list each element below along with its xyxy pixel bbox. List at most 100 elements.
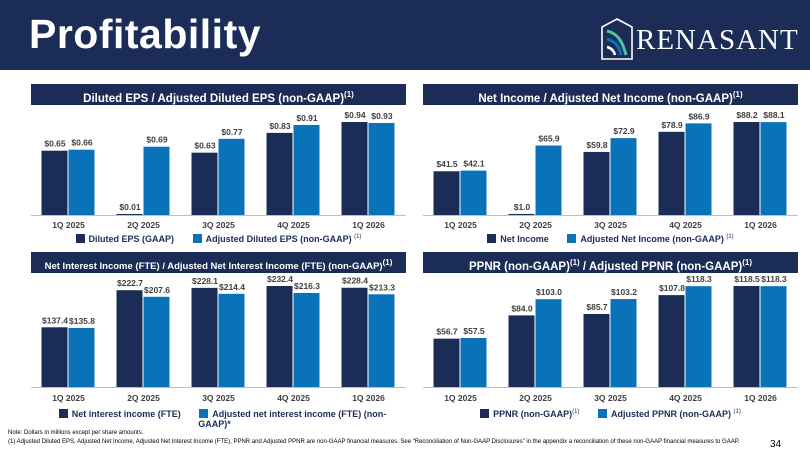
panel-nii: Net Interest Income (FTE) / Adjusted Net… bbox=[31, 252, 406, 429]
tick-label: 1Q 2025 bbox=[444, 220, 477, 230]
bar bbox=[41, 327, 68, 387]
data-label: $103.2 bbox=[611, 287, 637, 297]
bar bbox=[460, 170, 487, 215]
bar bbox=[341, 122, 368, 215]
bar bbox=[685, 286, 712, 387]
eps-bar-chart: $0.65 $0.66 1Q 2025 $0.01 $0.69 2Q 2025 $0.63 $… bbox=[31, 110, 406, 230]
data-label: $103.0 bbox=[536, 287, 562, 297]
panel-title-nii: Net Interest Income (FTE) / Adjusted Net… bbox=[31, 252, 406, 273]
bar bbox=[218, 138, 245, 215]
bar bbox=[191, 287, 218, 387]
tick-label: 1Q 2026 bbox=[352, 393, 385, 403]
data-label: $214.4 bbox=[219, 282, 245, 292]
data-label: $213.3 bbox=[369, 282, 395, 292]
tick-label: 2Q 2025 bbox=[127, 220, 160, 230]
legend-item-adjusted-nii: Adjusted net interest income (FTE) (non-… bbox=[198, 409, 387, 429]
data-label: $0.69 bbox=[146, 135, 168, 145]
legend-item-adjusted-net-income: Adjusted Net Income (non-GAAP) (1) bbox=[567, 234, 734, 244]
data-label: $118.3 bbox=[761, 274, 787, 284]
panel-net-income: Net Income / Adjusted Net Income (non-GA… bbox=[423, 84, 798, 244]
bar bbox=[433, 338, 460, 387]
data-label: $0.83 bbox=[269, 121, 291, 131]
bar bbox=[508, 315, 535, 387]
page-title: Profitability bbox=[29, 11, 262, 57]
data-label: $85.7 bbox=[586, 302, 608, 312]
data-label: $0.66 bbox=[71, 138, 93, 148]
bar bbox=[266, 286, 293, 387]
tick-label: 2Q 2025 bbox=[519, 220, 552, 230]
data-label: $56.7 bbox=[436, 327, 458, 337]
data-label: $72.9 bbox=[613, 126, 635, 136]
data-label: $65.9 bbox=[538, 134, 560, 144]
data-label: $135.8 bbox=[69, 316, 95, 326]
page-number: 34 bbox=[770, 439, 782, 450]
data-label: $228.1 bbox=[192, 276, 218, 286]
tick-label: 1Q 2026 bbox=[744, 393, 777, 403]
data-label: $84.0 bbox=[511, 303, 533, 313]
data-label: $88.1 bbox=[763, 110, 785, 120]
data-label: $0.63 bbox=[194, 141, 216, 151]
bar bbox=[433, 171, 460, 215]
bar bbox=[733, 122, 760, 215]
data-label: $0.94 bbox=[344, 110, 366, 120]
data-label: $222.7 bbox=[117, 278, 143, 288]
panel-title-net-income: Net Income / Adjusted Net Income (non-GA… bbox=[423, 84, 798, 105]
bar bbox=[760, 286, 787, 387]
tick-label: 4Q 2025 bbox=[669, 220, 702, 230]
bar bbox=[143, 146, 170, 215]
data-label: $207.6 bbox=[144, 285, 170, 295]
tick-label: 4Q 2025 bbox=[669, 393, 702, 403]
bar bbox=[116, 214, 143, 215]
legend-item-adjusted-ppnr: Adjusted PPNR (non-GAAP) (1) bbox=[598, 409, 741, 419]
bar bbox=[460, 337, 487, 387]
tick-label: 1Q 2025 bbox=[52, 393, 85, 403]
data-label: $59.8 bbox=[586, 140, 608, 150]
tick-label: 2Q 2025 bbox=[519, 393, 552, 403]
legend-eps: Diluted EPS (GAAP) Adjusted Diluted EPS … bbox=[31, 234, 406, 244]
tick-label: 1Q 2026 bbox=[744, 220, 777, 230]
bar bbox=[508, 213, 535, 215]
tick-label: 3Q 2025 bbox=[594, 393, 627, 403]
data-label: $88.2 bbox=[736, 110, 758, 120]
data-label: $86.9 bbox=[688, 111, 710, 121]
tick-label: 1Q 2025 bbox=[444, 393, 477, 403]
data-label: $42.1 bbox=[463, 159, 485, 169]
logo-wordmark: RENASANT bbox=[636, 24, 799, 56]
bar bbox=[583, 313, 610, 387]
tick-label: 4Q 2025 bbox=[277, 220, 310, 230]
bar bbox=[368, 122, 395, 215]
data-label: $107.8 bbox=[659, 283, 685, 293]
net-income-bar-chart: $41.5 $42.1 1Q 2025 $1.0 $65.9 2Q 2025 $59.8 $7… bbox=[423, 110, 798, 230]
data-label: $1.0 bbox=[514, 202, 531, 212]
data-label: $0.93 bbox=[371, 111, 393, 121]
data-label: $0.01 bbox=[119, 202, 141, 212]
data-label: $0.77 bbox=[221, 127, 243, 137]
footnote-non-gaap: (1) Adjusted Diluted EPS, Adjusted Net I… bbox=[8, 439, 740, 445]
renasant-logo: RENASANT bbox=[600, 17, 800, 63]
data-label: $232.4 bbox=[267, 274, 293, 284]
data-label: $57.5 bbox=[463, 326, 485, 336]
ppnr-bar-chart: $56.7 $57.5 1Q 2025 $84.0$103.0 2Q 2025 $85.7… bbox=[423, 274, 798, 403]
bar bbox=[685, 123, 712, 215]
data-label: $118.3 bbox=[686, 274, 712, 284]
data-label: $216.3 bbox=[294, 281, 320, 291]
legend-item-net-income: Net Income bbox=[487, 234, 549, 244]
bar bbox=[610, 138, 637, 215]
data-label: $41.5 bbox=[436, 159, 458, 169]
footnote-note: Note: Dollars in millions except per sha… bbox=[8, 430, 144, 436]
data-label: $0.65 bbox=[44, 139, 66, 149]
logo-emblem-icon bbox=[601, 18, 633, 60]
bar bbox=[658, 295, 685, 387]
legend-item-nii: Net interest income (FTE) bbox=[58, 409, 181, 419]
nii-bar-chart: $137.4 $135.8 1Q 2025 $222.7$207.6 2Q 2025 $2… bbox=[31, 274, 406, 403]
panel-eps: Diluted EPS / Adjusted Diluted EPS (non-… bbox=[31, 84, 406, 244]
bar bbox=[658, 131, 685, 215]
bar bbox=[116, 290, 143, 387]
bar bbox=[733, 286, 760, 387]
data-label: $0.91 bbox=[296, 113, 318, 123]
tick-label: 1Q 2026 bbox=[352, 220, 385, 230]
panel-ppnr: PPNR (non-GAAP)(1) / Adjusted PPNR (non-… bbox=[423, 252, 798, 419]
legend-item-adjusted-eps: Adjusted Diluted EPS (non-GAAP) (1) bbox=[192, 234, 361, 244]
bar bbox=[266, 132, 293, 215]
data-label: $78.9 bbox=[661, 120, 683, 130]
